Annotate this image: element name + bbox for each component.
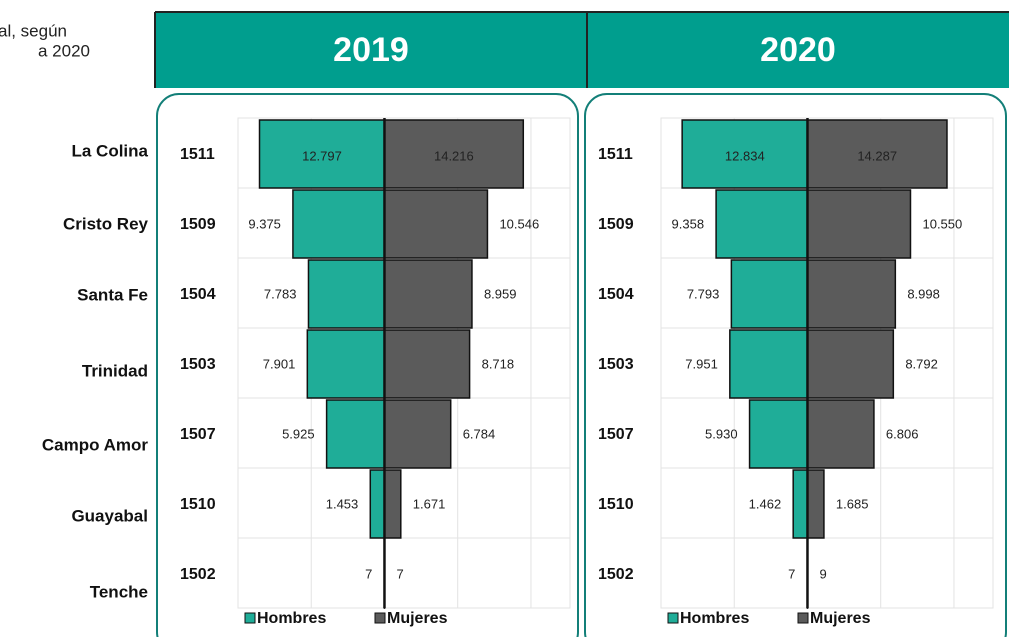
value-label: 12.834	[725, 148, 765, 163]
row-label: Guayabal	[71, 506, 148, 525]
bar	[369, 469, 386, 539]
panel	[584, 93, 1007, 637]
value-label: 5.930	[705, 426, 738, 441]
bar	[383, 329, 471, 399]
category-code: 1507	[180, 426, 216, 443]
bar	[383, 469, 402, 539]
bar	[383, 399, 452, 469]
legend-label: Mujeres	[810, 610, 871, 627]
panel	[156, 93, 579, 637]
value-label: 10.550	[922, 216, 962, 231]
value-label: 9	[820, 566, 827, 581]
category-code: 1504	[180, 286, 216, 303]
legend-swatch	[667, 612, 679, 624]
bar	[806, 329, 895, 399]
legend-swatch	[374, 612, 386, 624]
category-code: 1511	[598, 146, 633, 163]
category-code: 1511	[180, 146, 215, 163]
row-label: Trinidad	[82, 361, 148, 380]
value-label: 8.718	[482, 356, 515, 371]
row-label: Tenche	[90, 582, 148, 601]
row-label: Campo Amor	[42, 435, 148, 454]
bar	[383, 259, 473, 329]
bar	[383, 119, 525, 189]
bar	[715, 189, 809, 259]
value-label: 7	[365, 566, 372, 581]
value-label: 7.951	[685, 356, 718, 371]
bar	[292, 189, 386, 259]
value-label: 7	[788, 566, 795, 581]
value-label: 1.462	[749, 496, 782, 511]
category-code: 1504	[598, 286, 634, 303]
row-label: La Colina	[71, 141, 148, 160]
row-label: Santa Fe	[77, 285, 148, 304]
bar	[729, 329, 809, 399]
category-code: 1510	[598, 496, 634, 513]
value-label: 9.375	[248, 216, 281, 231]
legend-label: Mujeres	[387, 610, 448, 627]
value-label: 7	[397, 566, 404, 581]
row-label: Cristo Rey	[63, 214, 149, 233]
bar	[806, 259, 897, 329]
bar	[258, 119, 386, 189]
value-label: 6.806	[886, 426, 919, 441]
category-code: 1507	[598, 426, 634, 443]
category-code: 1503	[598, 356, 634, 373]
value-label: 9.358	[672, 216, 705, 231]
value-label: 7.793	[687, 286, 720, 301]
legend-label: Hombres	[680, 610, 749, 627]
value-label: 6.784	[463, 426, 496, 441]
category-code: 1503	[180, 356, 216, 373]
bar	[681, 119, 809, 189]
category-code: 1509	[598, 216, 634, 233]
value-label: 14.216	[434, 148, 474, 163]
bar	[806, 399, 875, 469]
category-code: 1502	[598, 566, 634, 583]
value-label: 7.901	[263, 356, 296, 371]
value-label: 12.797	[302, 148, 342, 163]
bar	[306, 329, 386, 399]
category-code: 1502	[180, 566, 216, 583]
bar	[748, 399, 809, 469]
category-code: 1509	[180, 216, 216, 233]
value-label: 1.685	[836, 496, 869, 511]
bar	[806, 189, 912, 259]
bar	[792, 469, 809, 539]
legend-swatch	[244, 612, 256, 624]
value-label: 8.959	[484, 286, 517, 301]
title-line: a 2020	[38, 41, 90, 60]
title-line: al, según	[0, 21, 67, 40]
value-label: 10.546	[499, 216, 539, 231]
legend-swatch	[797, 612, 809, 624]
bar	[325, 399, 386, 469]
legend-label: Hombres	[257, 610, 326, 627]
value-label: 8.792	[905, 356, 938, 371]
bar	[730, 259, 809, 329]
chart-title: 2020	[760, 31, 836, 69]
value-label: 5.925	[282, 426, 315, 441]
value-label: 1.671	[413, 496, 446, 511]
value-label: 8.998	[907, 286, 940, 301]
bar	[383, 189, 489, 259]
value-label: 7.783	[264, 286, 297, 301]
header-band	[155, 12, 1009, 88]
category-code: 1510	[180, 496, 216, 513]
chart-title: 2019	[333, 31, 409, 69]
bar	[806, 469, 825, 539]
value-label: 1.453	[326, 496, 359, 511]
value-label: 14.287	[857, 148, 897, 163]
bar	[307, 259, 386, 329]
